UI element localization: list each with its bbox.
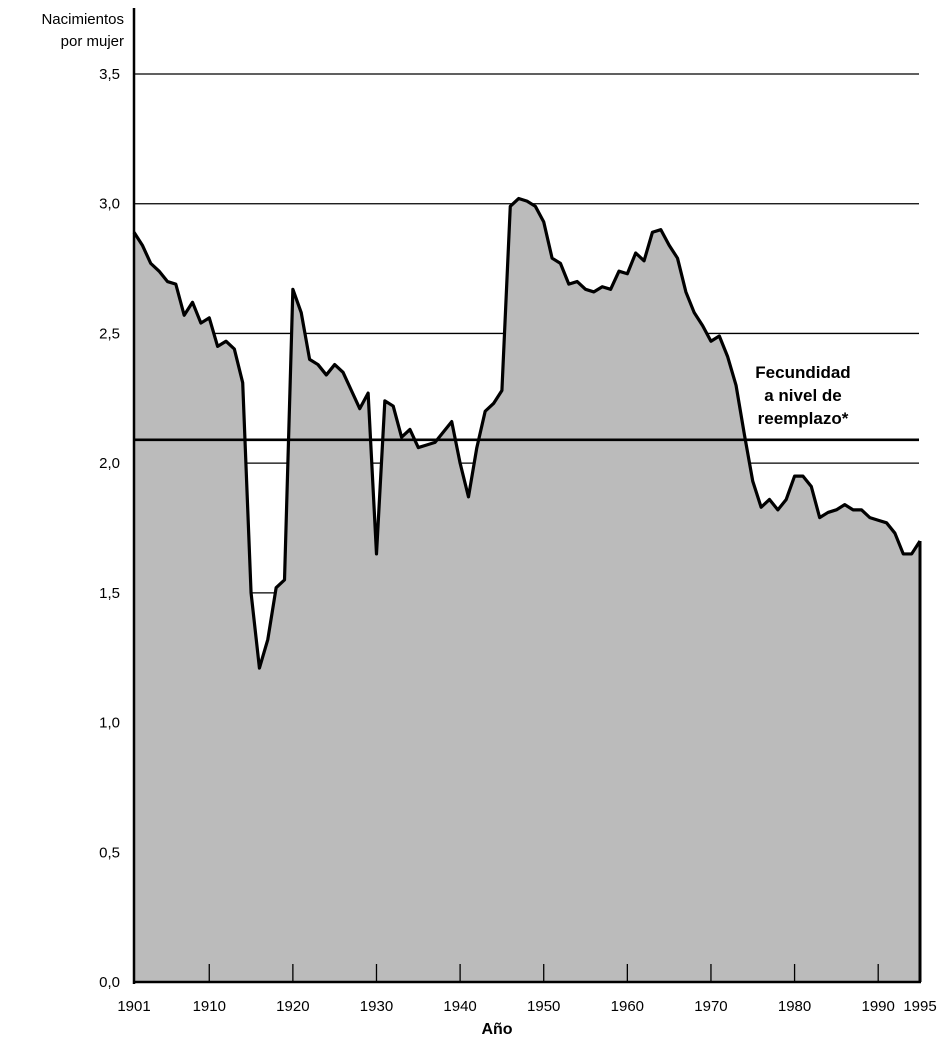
y-tick-label: 0,5 (99, 844, 120, 861)
y-tick-label: 2,5 (99, 325, 120, 342)
replacement-fertility-label: Fecundidad (755, 363, 850, 382)
x-tick-label: 1930 (360, 998, 393, 1015)
x-tick-label: 1950 (527, 998, 560, 1015)
x-tick-label: 1901 (117, 998, 150, 1015)
reference-line-layer: Fecundidad a nivel de reemplazo* (134, 363, 919, 442)
x-tick-label: 1960 (611, 998, 644, 1015)
series-line (132, 196, 922, 670)
y-tick-label: 1,0 (99, 715, 120, 732)
x-tick-label: 1970 (694, 998, 727, 1015)
x-tick-labels: 1901 1910 1920 1930 1940 1950 1960 1970 1980 1990… (117, 998, 936, 1015)
y-tick-label: 1,5 (99, 585, 120, 602)
y-tick-label: 0,0 (99, 974, 120, 991)
x-tick-label: 1980 (778, 998, 811, 1015)
y-tick-label: 2,0 (99, 455, 120, 472)
y-axis-title: Nacimientos (41, 11, 124, 28)
area-fill (134, 198, 920, 982)
replacement-fertility-label: reemplazo* (758, 409, 849, 428)
x-tick-label: 1995 (903, 998, 936, 1015)
x-axis-title: Año (481, 1021, 512, 1038)
x-tick-label: 1940 (443, 998, 476, 1015)
y-tick-label: 3,5 (99, 66, 120, 83)
replacement-fertility-label: a nivel de (764, 386, 841, 405)
axes (132, 8, 921, 984)
x-tick-label: 1920 (276, 998, 309, 1015)
y-tick-labels: 0,0 0,5 1,0 1,5 2,0 2,5 3,0 3,5 (99, 66, 120, 991)
x-tick-label: 1910 (193, 998, 226, 1015)
y-axis-title: por mujer (61, 33, 124, 50)
y-tick-label: 3,0 (99, 196, 120, 213)
axis-titles: Nacimientos por mujer Año (41, 11, 512, 1038)
x-tick-label: 1990 (862, 998, 895, 1015)
area-layer (132, 196, 922, 982)
